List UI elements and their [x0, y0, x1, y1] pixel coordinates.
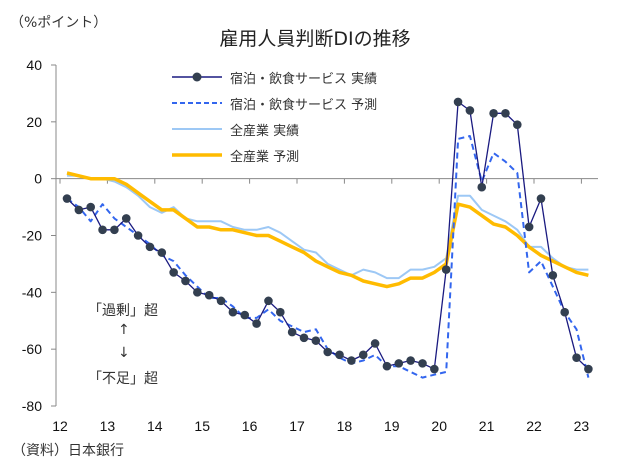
source-note: （資料）日本銀行: [12, 443, 124, 459]
data-point-marker: [382, 361, 392, 371]
data-point-marker: [228, 307, 238, 317]
legend-label-all-actual: 全産業 実績: [230, 123, 300, 139]
legend: 宿泊・飲食サービス 実績 宿泊・飲食サービス 予測 全産業 実績 全産業 予測: [170, 64, 377, 168]
annotation-surplus: 「過剰」超: [88, 303, 158, 319]
data-point-marker: [584, 364, 593, 374]
data-point-marker: [335, 350, 344, 360]
data-point-marker: [216, 296, 226, 306]
data-point-marker: [430, 364, 439, 374]
data-point-marker: [193, 288, 202, 297]
data-point-marker: [86, 202, 95, 212]
legend-label-hotel-forecast: 宿泊・飲食サービス 予測: [230, 97, 378, 113]
x-tick-label: 12: [52, 418, 68, 434]
data-point-marker: [276, 307, 285, 317]
legend-item-hotel-actual: 宿泊・飲食サービス 実績: [170, 64, 377, 90]
x-tick-label: 22: [526, 418, 542, 434]
data-point-marker: [169, 268, 178, 277]
annotation-arrow-down: ↓: [118, 345, 130, 361]
data-point-marker: [252, 319, 261, 328]
y-tick-label: -20: [22, 228, 42, 244]
legend-item-all-actual: 全産業 実績: [170, 116, 377, 142]
data-point-marker: [181, 276, 190, 286]
annotation-arrow-up: ↑: [118, 322, 130, 338]
data-point-marker: [501, 109, 510, 118]
data-point-marker: [477, 182, 487, 192]
y-tick-labels: 40 20 0 -20 -40 -60 -80: [22, 57, 42, 414]
data-point-marker: [204, 290, 214, 300]
data-point-marker: [121, 214, 131, 223]
data-point-marker: [441, 265, 451, 274]
data-point-marker: [264, 296, 273, 306]
data-point-marker: [536, 194, 546, 203]
x-tick-labels: 12 13 14 15 16 17 18 19 20 21 22 23: [52, 418, 589, 434]
y-tick-label: -60: [22, 341, 42, 357]
series-line-3: [66, 171, 589, 289]
data-point-marker: [347, 356, 356, 365]
y-tick-label: -40: [22, 284, 42, 300]
x-tick-label: 14: [147, 418, 163, 434]
series-line-1: [66, 135, 590, 379]
series-layer: [62, 97, 593, 379]
series-line-2: [67, 174, 589, 280]
data-point-marker: [287, 327, 297, 337]
annotation-shortage: 「不足」超: [88, 371, 158, 387]
x-tick-label: 13: [100, 418, 116, 434]
data-point-marker: [110, 225, 119, 235]
x-tick-label: 21: [479, 418, 495, 434]
data-point-marker: [548, 270, 558, 280]
data-point-marker: [74, 205, 84, 215]
x-tick-label: 20: [431, 418, 447, 434]
data-point-marker: [406, 356, 415, 365]
data-point-marker: [157, 248, 167, 257]
legend-item-hotel-forecast: 宿泊・飲食サービス 予測: [170, 90, 377, 116]
data-point-marker: [370, 339, 380, 348]
x-tick-label: 15: [194, 418, 210, 434]
data-point-marker: [299, 333, 309, 343]
data-point-marker: [489, 109, 498, 118]
data-point-marker: [465, 106, 475, 115]
data-point-marker: [323, 347, 333, 357]
y-tick-label: 40: [26, 57, 42, 73]
data-point-marker: [358, 350, 368, 360]
x-tick-label: 19: [384, 418, 400, 434]
legend-swatch-hotel-forecast: [172, 102, 222, 104]
data-point-marker: [145, 242, 155, 252]
legend-swatch-hotel-actual: [172, 72, 222, 82]
legend-label-hotel-actual: 宿泊・飲食サービス 実績: [230, 71, 378, 87]
data-point-marker: [394, 359, 404, 368]
y-tick-label: -80: [22, 398, 42, 414]
y-tick-label: 0: [34, 171, 42, 187]
legend-item-all-forecast: 全産業 予測: [170, 142, 377, 168]
x-tick-label: 23: [574, 418, 590, 434]
y-tick-label: 20: [26, 114, 42, 130]
legend-label-all-forecast: 全産業 予測: [230, 149, 300, 165]
data-point-marker: [311, 336, 321, 345]
data-point-marker: [513, 120, 522, 129]
data-point-marker: [133, 231, 143, 240]
y-unit-label: （%ポイント）: [10, 15, 108, 31]
axes: [51, 64, 598, 407]
data-point-marker: [240, 310, 250, 320]
data-point-marker: [453, 97, 463, 107]
data-point-marker: [560, 307, 569, 317]
data-point-marker: [62, 194, 72, 203]
legend-swatch-all-actual: [172, 128, 222, 130]
data-point-marker: [524, 222, 534, 232]
x-tick-label: 18: [337, 418, 353, 434]
x-tick-label: 16: [242, 418, 258, 434]
legend-swatch-all-forecast: [172, 153, 222, 157]
chart-title: 雇用人員判断DIの推移: [219, 28, 411, 50]
data-point-marker: [572, 353, 581, 362]
x-tick-label: 17: [289, 418, 305, 434]
data-point-marker: [418, 359, 427, 368]
data-point-marker: [98, 225, 107, 235]
